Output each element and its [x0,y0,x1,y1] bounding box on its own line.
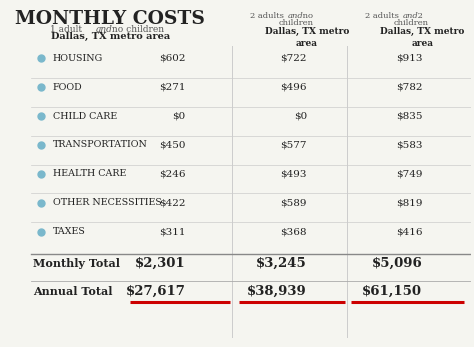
Text: TRANSPORTATION: TRANSPORTATION [53,141,147,150]
Text: $246: $246 [159,169,185,178]
Text: MONTHLY COSTS: MONTHLY COSTS [15,10,205,28]
Text: Annual Total: Annual Total [33,286,112,297]
Text: $368: $368 [281,227,307,236]
Text: 2 adults: 2 adults [365,12,401,20]
Text: children: children [393,19,428,27]
Text: $0: $0 [172,111,185,120]
Text: $311: $311 [159,227,185,236]
Text: Dallas, TX metro
area: Dallas, TX metro area [380,27,465,48]
Text: $913: $913 [396,54,422,63]
Text: and: and [288,12,304,20]
Text: $835: $835 [396,111,422,120]
Text: $602: $602 [159,54,185,63]
Text: $27,617: $27,617 [126,285,185,298]
Text: $583: $583 [396,141,422,150]
Text: Monthly Total: Monthly Total [33,258,120,269]
Text: HOUSING: HOUSING [53,54,103,63]
Text: CHILD CARE: CHILD CARE [53,111,117,120]
Text: 2: 2 [415,12,422,20]
Text: and: and [403,12,419,20]
Text: $450: $450 [159,141,185,150]
Text: $38,939: $38,939 [247,285,307,298]
Text: HEALTH CARE: HEALTH CARE [53,169,126,178]
Text: $749: $749 [396,169,422,178]
Text: Dallas, TX metro
area: Dallas, TX metro area [265,27,349,48]
Text: OTHER NECESSITIES: OTHER NECESSITIES [53,198,162,207]
Text: Dallas, TX metro area: Dallas, TX metro area [51,32,170,41]
Text: $61,150: $61,150 [362,285,422,298]
Text: $496: $496 [281,83,307,92]
Text: $422: $422 [159,198,185,207]
Text: no: no [300,12,312,20]
Text: no children: no children [109,25,164,34]
Text: TAXES: TAXES [53,227,86,236]
Text: FOOD: FOOD [53,83,82,92]
Text: $416: $416 [396,227,422,236]
Text: and: and [96,25,112,34]
Text: 2 adults: 2 adults [250,12,286,20]
Text: $2,301: $2,301 [135,257,185,270]
Text: $0: $0 [294,111,307,120]
Text: $271: $271 [159,83,185,92]
Text: $782: $782 [396,83,422,92]
Text: 1 adult: 1 adult [51,25,85,34]
Text: $589: $589 [281,198,307,207]
Text: $5,096: $5,096 [372,257,422,270]
Text: $3,245: $3,245 [256,257,307,270]
Text: children: children [278,19,313,27]
Text: $577: $577 [281,141,307,150]
Text: $722: $722 [281,54,307,63]
Text: $493: $493 [281,169,307,178]
Text: $819: $819 [396,198,422,207]
